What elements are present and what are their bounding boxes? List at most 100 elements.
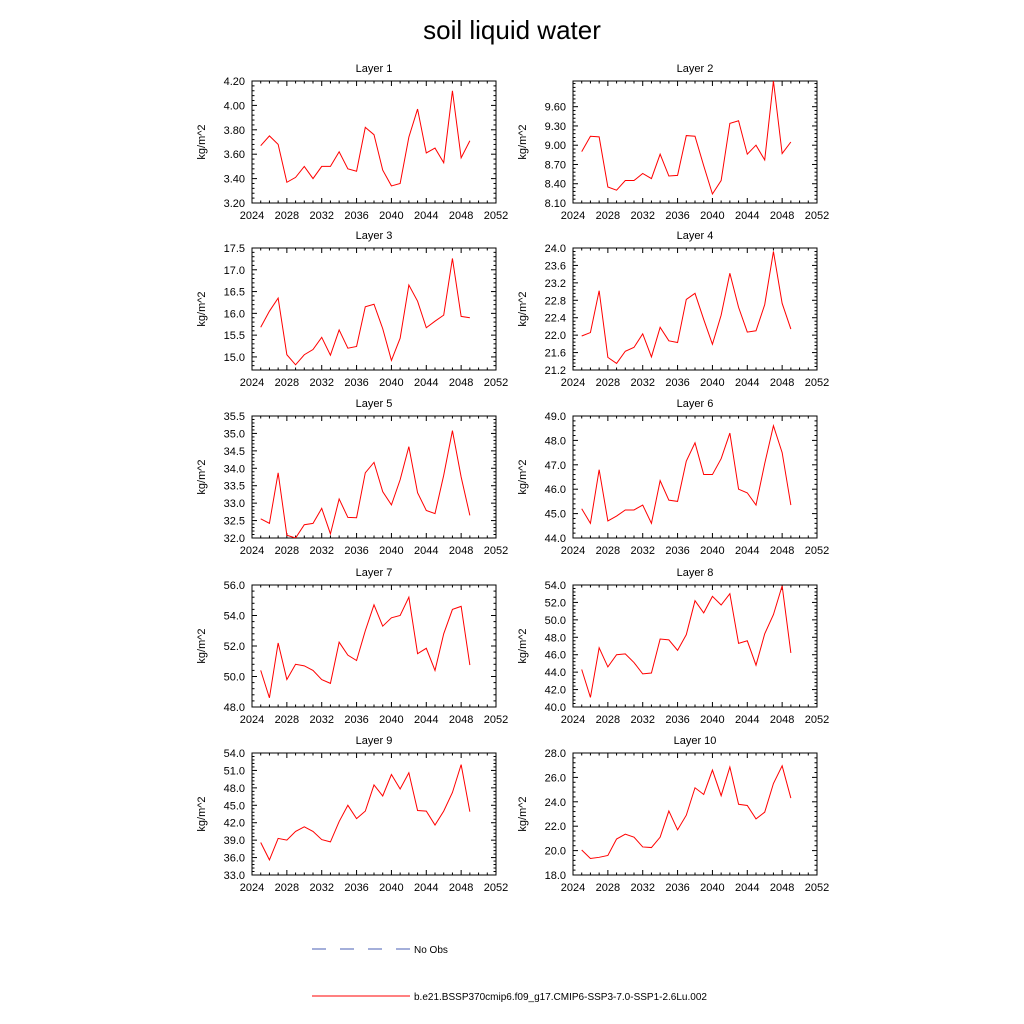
x-tick-label: 2048 (449, 210, 473, 222)
panel-title: Layer 5 (356, 398, 393, 410)
y-axis-label: kg/m^2 (196, 628, 208, 663)
y-tick-label: 24.0 (545, 797, 566, 809)
y-tick-label: 22.8 (545, 295, 566, 307)
y-tick-label: 15.0 (224, 352, 245, 364)
y-tick-label: 44.0 (545, 667, 566, 679)
x-tick-label: 2036 (344, 714, 368, 726)
series-line-layer-3 (260, 258, 470, 366)
x-tick-label: 2032 (630, 545, 654, 557)
panel-title: Layer 8 (677, 567, 714, 579)
y-tick-label: 8.40 (545, 179, 566, 191)
x-tick-label: 2052 (805, 882, 829, 894)
series-line-layer-9 (260, 764, 471, 862)
x-tick-label: 2036 (344, 210, 368, 222)
y-tick-label: 3.80 (224, 125, 245, 137)
panel-layer-5: Layer 5 kg/m^2 2024 2028 2032 2036 2040 2044 204… (196, 398, 508, 557)
x-tick-label: 2028 (596, 545, 620, 557)
x-tick-label: 2040 (379, 714, 403, 726)
plot-frame (251, 415, 497, 539)
x-tick-label: 2044 (414, 377, 438, 389)
y-axis-label: kg/m^2 (517, 291, 529, 326)
y-tick-label: 17.5 (224, 243, 245, 255)
y-tick-label: 39.0 (224, 835, 245, 847)
legend-obs-label: No Obs (414, 945, 448, 956)
y-tick-label: 40.0 (545, 702, 566, 714)
y-tick-label: 44.0 (545, 533, 566, 545)
x-tick-label: 2052 (484, 882, 508, 894)
legend: No Obs b.e21.BSSP370cmip6.f09_g17.CMIP6-… (312, 945, 707, 1003)
x-tick-label: 2044 (735, 714, 759, 726)
x-tick-label: 2048 (449, 377, 473, 389)
y-tick-label: 4.00 (224, 100, 245, 112)
y-tick-label: 9.00 (545, 140, 566, 152)
x-tick-label: 2028 (596, 714, 620, 726)
y-axis-label: kg/m^2 (196, 291, 208, 326)
x-tick-label: 2028 (275, 545, 299, 557)
y-tick-label: 35.0 (224, 428, 245, 440)
y-tick-label: 18.0 (545, 870, 566, 882)
y-tick-label: 28.0 (545, 748, 566, 760)
x-tick-label: 2048 (770, 714, 794, 726)
x-tick-label: 2036 (344, 377, 368, 389)
panel-layer-4: Layer 4 kg/m^2 2024 2028 2032 2036 2040 2044 204… (517, 230, 829, 389)
x-tick-label: 2040 (379, 882, 403, 894)
plot-frame (251, 584, 497, 708)
x-tick-label: 2028 (275, 210, 299, 222)
series-line-layer-5 (260, 430, 471, 538)
x-tick-label: 2044 (414, 714, 438, 726)
x-tick-label: 2052 (805, 377, 829, 389)
y-tick-label: 42.0 (224, 818, 245, 830)
panel-layer-10: Layer 10 kg/m^2 2024 2028 2032 2036 2040 2044 20… (517, 735, 829, 894)
y-tick-label: 3.60 (224, 149, 245, 161)
panel-title: Layer 4 (677, 230, 714, 242)
y-tick-label: 15.5 (224, 330, 245, 342)
x-tick-label: 2044 (414, 545, 438, 557)
x-tick-label: 2024 (561, 545, 585, 557)
y-tick-label: 42.0 (545, 685, 566, 697)
y-axis-label: kg/m^2 (196, 796, 208, 831)
series-line-layer-7 (260, 595, 471, 699)
y-tick-label: 45.0 (224, 800, 245, 812)
x-tick-label: 2040 (700, 377, 724, 389)
x-tick-label: 2024 (561, 882, 585, 894)
x-tick-label: 2044 (414, 882, 438, 894)
x-tick-label: 2040 (379, 210, 403, 222)
y-tick-label: 54.0 (224, 748, 245, 760)
y-tick-label: 16.0 (224, 308, 245, 320)
x-tick-label: 2028 (596, 882, 620, 894)
y-tick-label: 20.0 (545, 846, 566, 858)
y-tick-label: 49.0 (545, 411, 566, 423)
x-tick-label: 2052 (484, 377, 508, 389)
y-tick-label: 56.0 (224, 580, 245, 592)
x-tick-label: 2032 (630, 882, 654, 894)
panel-layer-8: Layer 8 kg/m^2 2024 2028 2032 2036 2040 2044 204… (517, 567, 829, 726)
x-tick-label: 2040 (379, 377, 403, 389)
y-tick-label: 54.0 (224, 611, 245, 623)
series-line-layer-1 (260, 90, 471, 187)
y-tick-label: 34.0 (224, 463, 245, 475)
x-tick-label: 2032 (309, 714, 333, 726)
x-tick-label: 2028 (596, 377, 620, 389)
panel-title: Layer 7 (356, 567, 393, 579)
y-tick-label: 26.0 (545, 772, 566, 784)
x-tick-label: 2036 (344, 545, 368, 557)
x-tick-label: 2048 (449, 882, 473, 894)
y-tick-label: 54.0 (545, 580, 566, 592)
series-line-layer-8 (581, 585, 792, 698)
x-tick-label: 2048 (770, 545, 794, 557)
x-tick-label: 2024 (240, 377, 264, 389)
y-tick-label: 16.5 (224, 287, 245, 299)
y-tick-label: 48.0 (224, 783, 245, 795)
figure-title: soil liquid water (423, 15, 601, 45)
y-tick-label: 33.5 (224, 481, 245, 493)
panel-layer-1: Layer 1 kg/m^2 2024 2028 2032 2036 2040 2044 204… (196, 63, 508, 222)
y-tick-label: 45.0 (545, 509, 566, 521)
series-line-layer-2 (581, 81, 792, 196)
x-tick-label: 2048 (449, 545, 473, 557)
x-tick-label: 2036 (665, 377, 689, 389)
x-tick-label: 2048 (770, 882, 794, 894)
y-tick-label: 21.6 (545, 348, 566, 360)
x-tick-label: 2044 (735, 210, 759, 222)
y-tick-label: 52.0 (545, 597, 566, 609)
panel-layer-7: Layer 7 kg/m^2 2024 2028 2032 2036 2040 2044 204… (196, 567, 508, 726)
